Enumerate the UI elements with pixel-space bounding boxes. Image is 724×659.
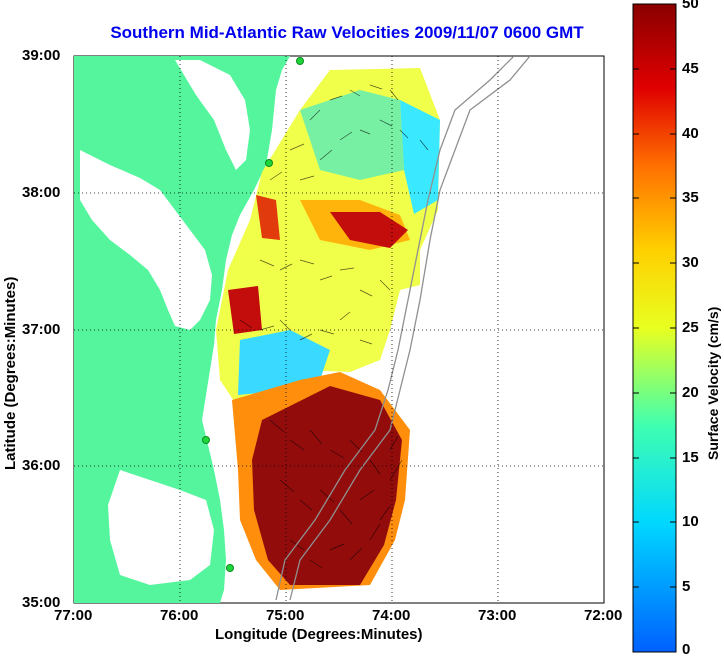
chesapeake-bay (80, 150, 212, 330)
colorbar-tick-label: 25 (682, 319, 699, 336)
x-tick-label: 76:00 (160, 607, 199, 624)
colorbar-label: Surface Velocity (cm/s) (705, 306, 721, 460)
colorbar (632, 3, 677, 653)
y-tick-label: 37:00 (22, 321, 61, 338)
y-tick-label: 39:00 (22, 47, 61, 64)
x-axis-label: Longitude (Degrees:Minutes) (215, 626, 423, 643)
bathymetry-contour-2 (275, 56, 515, 601)
delaware-bay (175, 60, 250, 170)
x-tick-label: 74:00 (372, 607, 411, 624)
colorbar-tick-label: 0 (682, 641, 691, 658)
station-marker (202, 436, 210, 444)
y-axis-label: Latitude (Degrees:Minutes) (2, 276, 19, 470)
colorbar-tick-label: 35 (682, 189, 699, 206)
colorbar-tick-label: 50 (682, 0, 699, 12)
colorbar-tick-label: 5 (682, 578, 691, 595)
colorbar-tick-label: 15 (682, 449, 699, 466)
y-tick-label: 36:00 (22, 457, 61, 474)
x-tick-label: 72:00 (584, 607, 623, 624)
colorbar-tick-label: 10 (682, 513, 699, 530)
station-marker (226, 564, 234, 572)
colorbar-tick-label: 20 (682, 384, 699, 401)
x-tick-label: 77:00 (54, 607, 93, 624)
colorbar-tick-label: 40 (682, 125, 699, 142)
pamlico-sound (108, 470, 214, 585)
station-marker (265, 159, 273, 167)
x-tick-label: 75:00 (266, 607, 305, 624)
velocity-field (216, 68, 440, 590)
x-tick-label: 73:00 (478, 607, 517, 624)
y-tick-label: 38:00 (22, 184, 61, 201)
bathymetry-contour (289, 56, 531, 601)
colorbar-tick-label: 45 (682, 60, 699, 77)
radar-stations (202, 57, 304, 572)
y-tick-label: 35:00 (22, 594, 61, 611)
station-marker (296, 57, 304, 65)
colorbar-ticks (633, 3, 676, 588)
colorbar-tick-label: 30 (682, 254, 699, 271)
map-title: Southern Mid-Atlantic Raw Velocities 200… (110, 23, 584, 42)
grid-lines (74, 56, 604, 603)
